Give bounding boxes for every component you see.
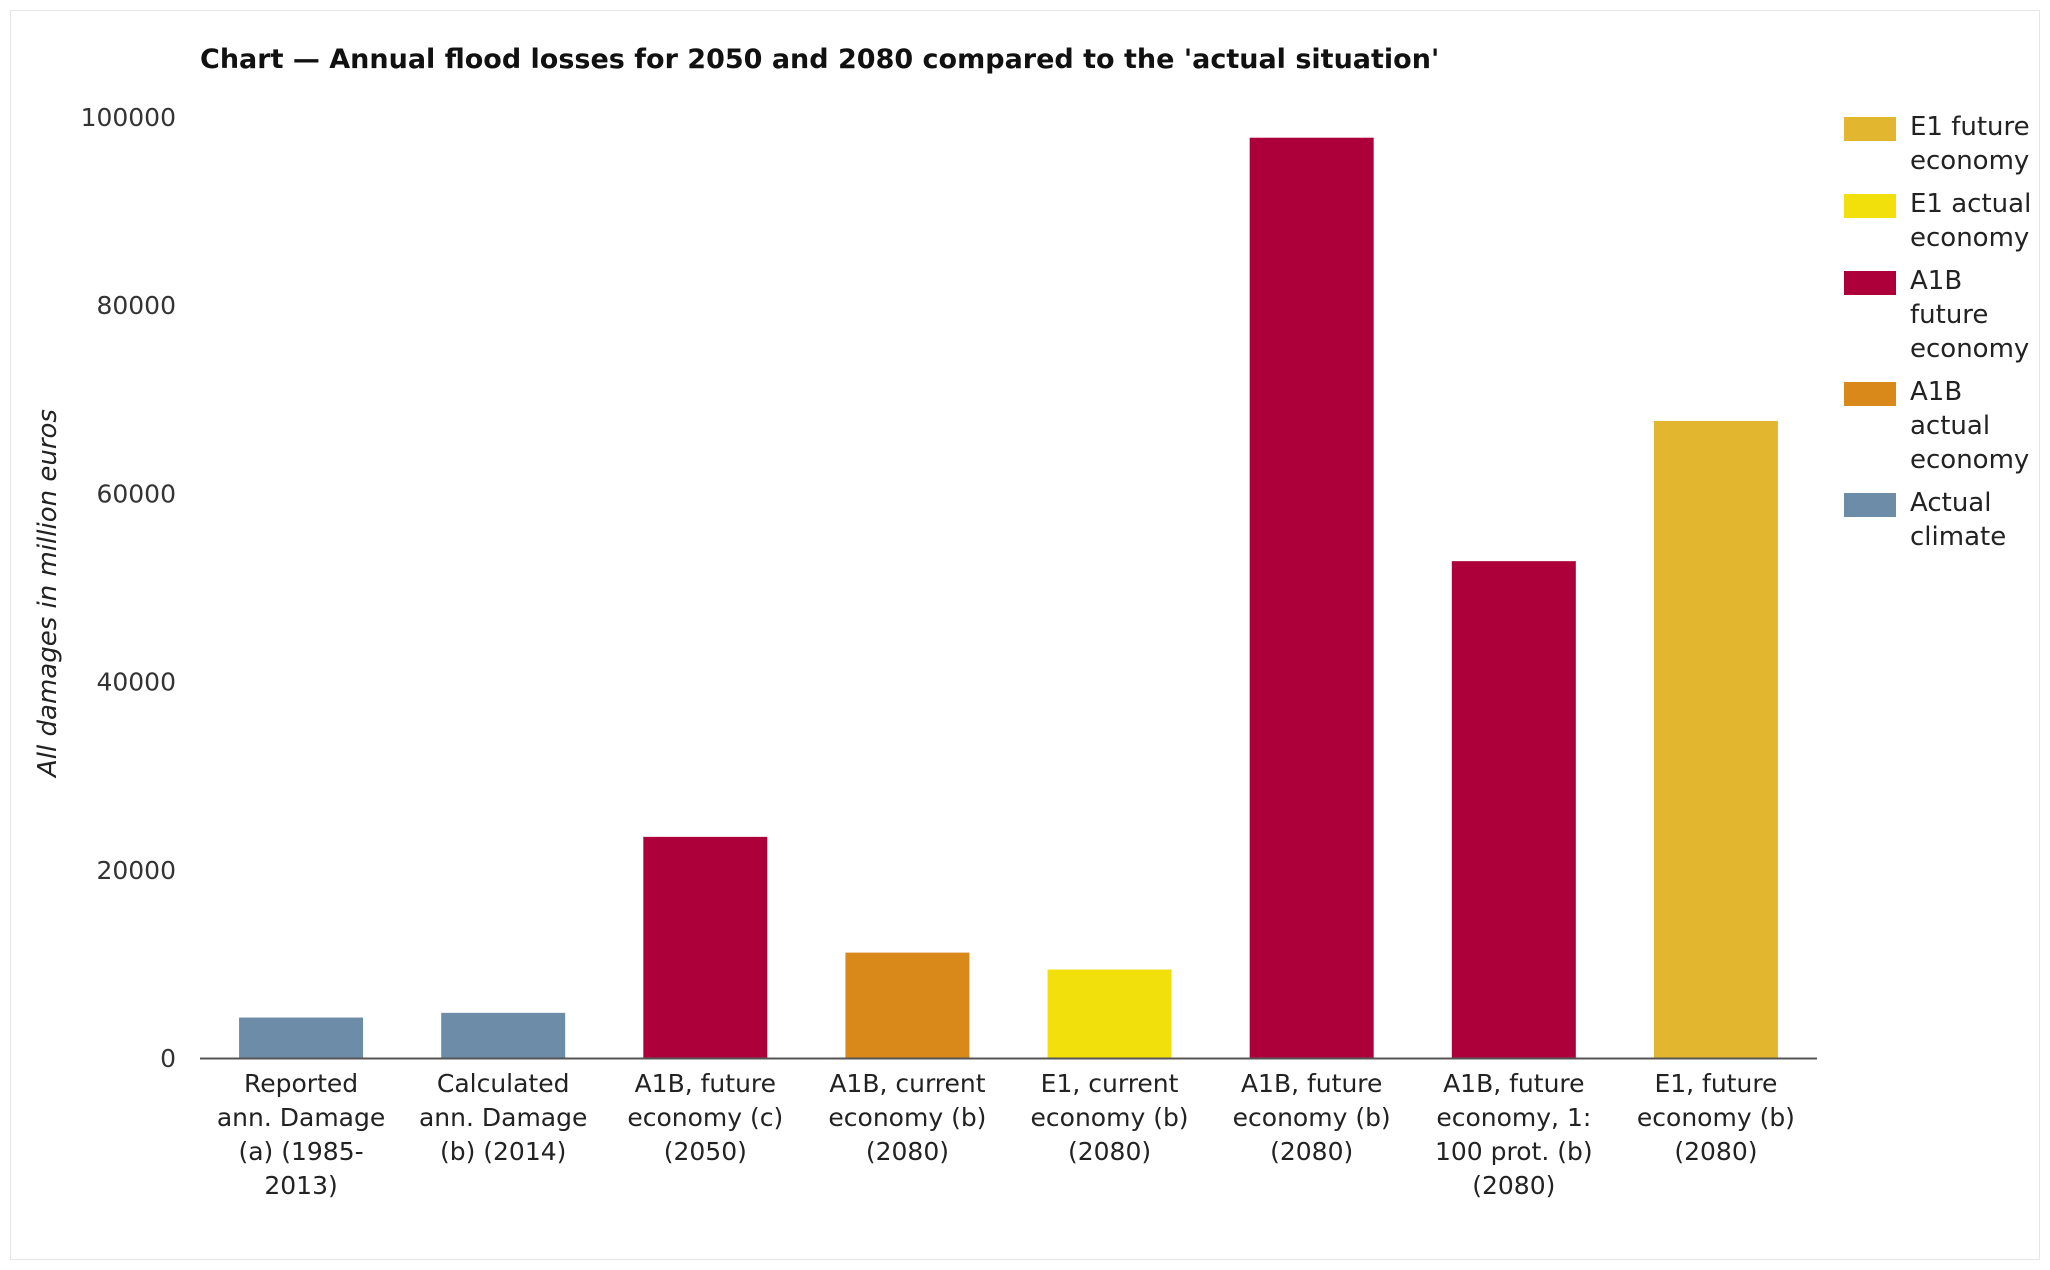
- x-tick-label: ann. Damage: [217, 1103, 385, 1132]
- x-tick-label: (2080): [1270, 1137, 1353, 1166]
- y-tick-label: 0: [160, 1044, 176, 1073]
- legend-label: A1B future economy: [1910, 266, 2030, 364]
- legend-swatch: [1844, 382, 1896, 406]
- x-tick-label: economy (b): [1637, 1103, 1795, 1132]
- legend-label: E1 actual economy: [1910, 189, 2032, 253]
- x-tick-label: economy (b): [1031, 1103, 1189, 1132]
- y-tick-label: 80000: [96, 291, 176, 320]
- legend-item: A1B actual economy: [1840, 375, 2040, 477]
- x-tick-label: (2080): [1472, 1171, 1555, 1200]
- x-tick-label: Reported: [244, 1069, 358, 1098]
- bar: [441, 1012, 566, 1058]
- x-tick-label: E1, current: [1041, 1069, 1179, 1098]
- legend-label: E1 future economy: [1910, 112, 2030, 176]
- legend-label: Actual climate: [1910, 488, 2007, 552]
- legend-swatch: [1844, 493, 1896, 517]
- x-tick-label: (2080): [1674, 1137, 1757, 1166]
- chart-legend: E1 future economy E1 actual economy A1B fu…: [1840, 110, 2040, 563]
- x-tick-label: (b) (2014): [440, 1137, 566, 1166]
- x-tick-label: 100 prot. (b): [1435, 1137, 1593, 1166]
- x-tick-label: (a) (1985-: [238, 1137, 363, 1166]
- x-tick-label: economy (c): [627, 1103, 783, 1132]
- bar: [1653, 420, 1778, 1058]
- chart-title: Chart — Annual flood losses for 2050 and…: [200, 44, 1440, 75]
- legend-item: Actual climate: [1840, 486, 2040, 554]
- legend-item: A1B future economy: [1840, 264, 2040, 366]
- x-tick-label: economy (b): [828, 1103, 986, 1132]
- x-tick-label: ann. Damage: [419, 1103, 587, 1132]
- x-tick-label: Calculated: [437, 1069, 570, 1098]
- legend-item: E1 actual economy: [1840, 187, 2040, 255]
- y-tick-label: 60000: [96, 479, 176, 508]
- x-tick-label: E1, future: [1654, 1069, 1777, 1098]
- bar: [1249, 137, 1374, 1058]
- x-tick-label: A1B, future: [635, 1069, 776, 1098]
- x-tick-label: economy, 1:: [1436, 1103, 1591, 1132]
- y-tick-label: 100000: [81, 103, 176, 132]
- y-tick-label: 40000: [96, 668, 176, 697]
- x-tick-label: A1B, current: [829, 1069, 985, 1098]
- x-tick-label: (2050): [664, 1137, 747, 1166]
- bar: [1451, 561, 1576, 1058]
- bar: [239, 1017, 364, 1058]
- legend-label: A1B actual economy: [1910, 377, 2030, 475]
- bar: [643, 836, 768, 1058]
- x-tick-label: 2013): [264, 1171, 337, 1200]
- legend-swatch: [1844, 194, 1896, 218]
- x-tick-label: A1B, future: [1241, 1069, 1382, 1098]
- x-tick-label: A1B, future: [1443, 1069, 1584, 1098]
- bar: [845, 952, 970, 1058]
- x-tick-label: (2080): [866, 1137, 949, 1166]
- x-tick-label: economy (b): [1233, 1103, 1391, 1132]
- legend-swatch: [1844, 271, 1896, 295]
- bar: [1047, 969, 1172, 1058]
- y-tick-label: 20000: [96, 856, 176, 885]
- legend-item: E1 future economy: [1840, 110, 2040, 178]
- legend-swatch: [1844, 117, 1896, 141]
- x-tick-label: (2080): [1068, 1137, 1151, 1166]
